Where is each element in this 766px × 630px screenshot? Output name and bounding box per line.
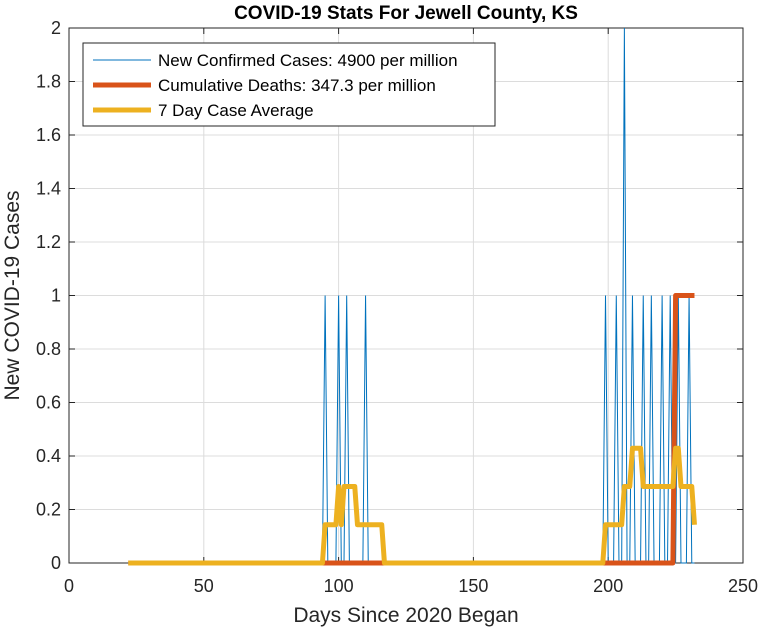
x-tick-label: 100	[324, 576, 354, 596]
x-tick-label: 150	[458, 576, 488, 596]
y-tick-label: 1.2	[36, 232, 61, 252]
legend-label-average: 7 Day Case Average	[158, 101, 314, 120]
axis-ticks: 0 50 100 150 200 250 0 0.2 0.4 0.6 0.8 1 1.2 1.4 1.6 1.…	[36, 18, 758, 596]
x-tick-label: 250	[728, 576, 758, 596]
x-tick-label: 0	[64, 576, 74, 596]
y-tick-label: 0	[51, 553, 61, 573]
x-tick-label: 50	[194, 576, 214, 596]
y-tick-label: 0.2	[36, 500, 61, 520]
y-tick-label: 0.8	[36, 339, 61, 359]
y-tick-label: 0.4	[36, 446, 61, 466]
y-tick-label: 1	[51, 286, 61, 306]
y-tick-label: 1.8	[36, 72, 61, 92]
y-axis-label: New COVID-19 Cases	[1, 190, 24, 400]
x-axis-label: Days Since 2020 Began	[293, 604, 518, 627]
legend: New Confirmed Cases: 4900 per million Cum…	[82, 42, 496, 127]
series-layer	[128, 27, 697, 566]
y-tick-label: 0.6	[36, 393, 61, 413]
chart-title: COVID-19 Stats For Jewell County, KS	[234, 3, 578, 24]
legend-box	[82, 42, 496, 127]
legend-label-new-cases: New Confirmed Cases: 4900 per million	[158, 51, 458, 70]
x-tick-label: 200	[593, 576, 623, 596]
y-tick-label: 1.4	[36, 179, 61, 199]
legend-label-deaths: Cumulative Deaths: 347.3 per million	[158, 76, 436, 95]
series-average-line	[128, 445, 697, 566]
y-tick-label: 2	[51, 18, 61, 38]
y-tick-label: 1.6	[36, 125, 61, 145]
